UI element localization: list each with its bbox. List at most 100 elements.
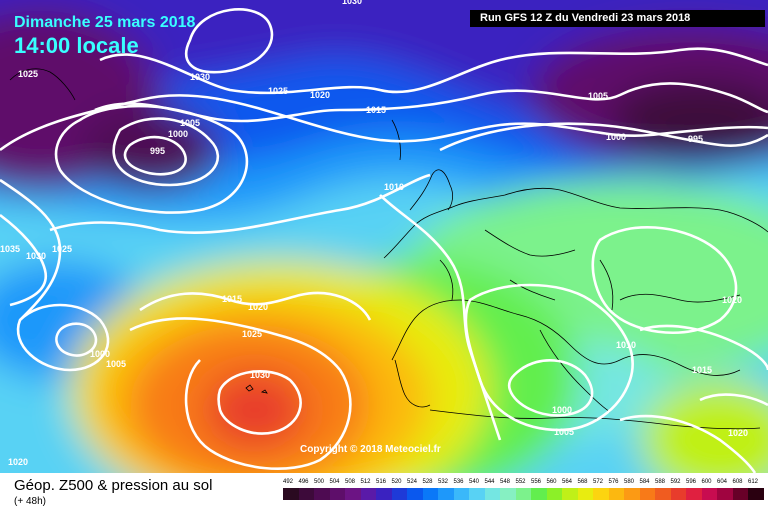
scale-label: 524	[406, 479, 417, 485]
scale-label: 544	[484, 479, 495, 485]
isobar-label: 1005	[588, 91, 608, 101]
z500-color-field	[0, 0, 768, 473]
scale-label: 600	[701, 479, 712, 485]
scale-label: 576	[608, 479, 619, 485]
isobar-label: 1030	[26, 251, 46, 261]
scale-swatch	[593, 488, 609, 500]
scale-label: 612	[747, 479, 758, 485]
scale-label: 596	[685, 479, 696, 485]
scale-swatch	[469, 488, 485, 500]
isobar-label: 995	[150, 146, 165, 156]
scale-swatch	[298, 488, 314, 500]
scale-label: 604	[716, 479, 727, 485]
scale-label: 564	[561, 479, 572, 485]
scale-label: 536	[453, 479, 464, 485]
isobar-label: 1010	[384, 182, 404, 192]
scale-label: 608	[732, 479, 743, 485]
scale-swatch	[546, 488, 562, 500]
isobar-label: 1000	[168, 129, 188, 139]
isobar-label: 1020	[8, 457, 28, 467]
scale-swatch	[500, 488, 516, 500]
scale-swatch	[655, 488, 671, 500]
isobar-label: 1025	[52, 244, 72, 254]
scale-swatch	[484, 488, 500, 500]
scale-swatch	[608, 488, 624, 500]
isobar-label: 1015	[692, 365, 712, 375]
scale-label: 548	[499, 479, 510, 485]
isobar-label: 1020	[728, 428, 748, 438]
isobar-label: 1005	[554, 427, 574, 437]
coastlines	[9, 68, 768, 430]
scale-swatch	[515, 488, 531, 500]
isobar-label: 1015	[222, 294, 242, 304]
isobar-label: 1000	[90, 349, 110, 359]
isobar-label: 1025	[242, 329, 262, 339]
scale-label: 520	[391, 479, 402, 485]
scale-label: 592	[670, 479, 681, 485]
scale-swatch	[732, 488, 748, 500]
scale-swatch	[453, 488, 469, 500]
scale-label: 532	[437, 479, 448, 485]
scale-swatch	[624, 488, 640, 500]
isobar-label: 1020	[310, 90, 330, 100]
isobar-label: 1005	[180, 118, 200, 128]
isobar-labels: 1030 1025 1030 1025 1020 1015 1005 1000 …	[0, 0, 748, 467]
scale-swatch	[283, 488, 299, 500]
isobar-label: 1025	[18, 69, 38, 79]
scale-label: 552	[515, 479, 526, 485]
isobar-label: 1000	[552, 405, 572, 415]
isobar-label: 1015	[366, 105, 386, 115]
scale-swatch	[686, 488, 702, 500]
scale-label: 528	[422, 479, 433, 485]
isobar-label: 1005	[106, 359, 126, 369]
scale-swatch	[717, 488, 733, 500]
isobar-label: 1035	[0, 244, 20, 254]
scale-label: 540	[468, 479, 479, 485]
scale-label: 584	[639, 479, 650, 485]
scale-label: 572	[592, 479, 603, 485]
scale-label: 500	[313, 479, 324, 485]
scale-swatch	[345, 488, 361, 500]
scale-swatch	[531, 488, 547, 500]
forecast-date: Dimanche 25 mars 2018	[14, 14, 196, 31]
isobar-label: 1030	[190, 72, 210, 82]
isobar-label: 1020	[722, 295, 742, 305]
scale-label: 568	[577, 479, 588, 485]
scale-swatch	[577, 488, 593, 500]
isobar-label: 1010	[616, 340, 636, 350]
scale-label: 556	[530, 479, 541, 485]
weather-map: 1030 1025 1030 1025 1020 1015 1005 1000 …	[0, 0, 768, 473]
scale-label: 580	[623, 479, 634, 485]
scale-swatch	[748, 488, 764, 500]
scale-swatch	[438, 488, 454, 500]
scale-label: 508	[344, 479, 355, 485]
scale-label: 516	[375, 479, 386, 485]
forecast-time: 14:00 locale	[14, 33, 139, 58]
isobar-label: 1030	[342, 0, 362, 6]
scale-swatch	[670, 488, 686, 500]
scale-label: 496	[298, 479, 309, 485]
isobar-label: 1025	[268, 86, 288, 96]
model-run-banner: Run GFS 12 Z du Vendredi 23 mars 2018	[470, 10, 765, 27]
isobar-label: 1020	[248, 302, 268, 312]
scale-label: 504	[329, 479, 340, 485]
scale-swatch	[422, 488, 438, 500]
scale-swatch	[360, 488, 376, 500]
scale-swatch	[391, 488, 407, 500]
isobar-label: 1030	[250, 370, 270, 380]
scale-swatch	[562, 488, 578, 500]
isobar-label: 995	[688, 134, 703, 144]
scale-label: 560	[546, 479, 557, 485]
scale-swatch	[701, 488, 717, 500]
isobar-label: 1000	[606, 132, 626, 142]
copyright-notice: Copyright © 2018 Meteociel.fr	[300, 444, 441, 455]
scale-swatch	[376, 488, 392, 500]
scale-label: 512	[360, 479, 371, 485]
legend-title: Géop. Z500 & pression au sol	[14, 477, 213, 494]
scale-label: 588	[654, 479, 665, 485]
scale-swatch	[639, 488, 655, 500]
scale-label: 492	[282, 479, 293, 485]
isobars	[0, 8, 768, 473]
legend-subtitle: (+ 48h)	[14, 496, 46, 507]
scale-swatch	[407, 488, 423, 500]
